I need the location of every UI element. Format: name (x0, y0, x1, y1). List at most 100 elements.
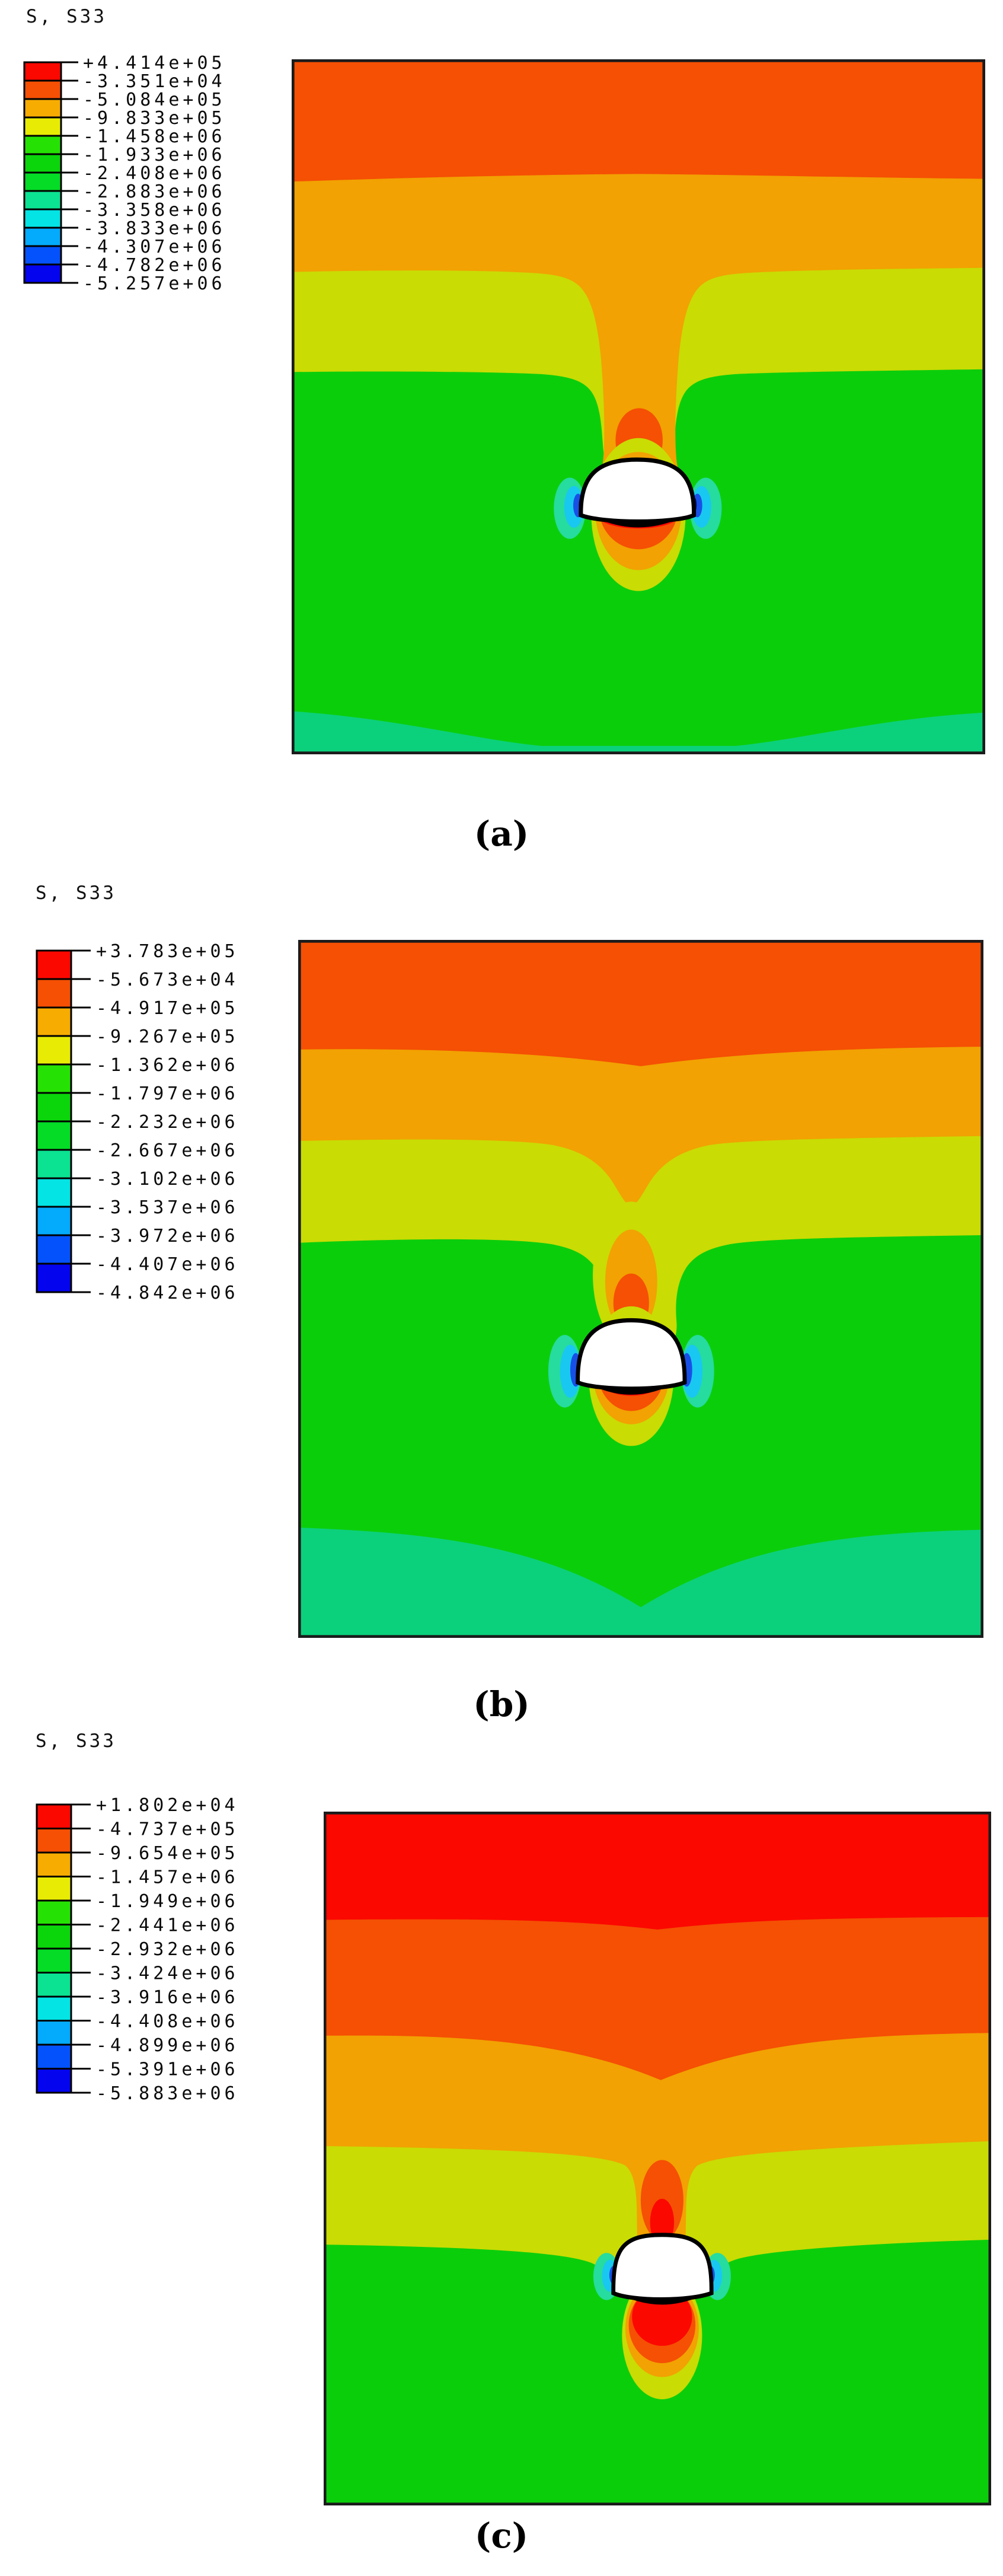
plot-border (292, 59, 985, 754)
legend-chip (23, 171, 62, 192)
legend-value: -1.797e+06 (96, 1083, 239, 1104)
plot-border (324, 1812, 991, 2505)
legend-value: -1.949e+06 (96, 1891, 239, 1912)
legend-value: -2.883e+06 (83, 181, 226, 202)
legend-chip (36, 2043, 72, 2070)
legend-value: -4.737e+05 (96, 1819, 239, 1840)
legend-value: -2.232e+06 (96, 1112, 239, 1133)
legend-value: +3.783e+05 (96, 941, 239, 962)
legend-chip (36, 1828, 72, 1854)
legend-value: +1.802e+04 (96, 1795, 239, 1816)
field-output-title-c: S, S33 (36, 1730, 116, 1752)
legend-chip (23, 61, 62, 82)
legend-chip (36, 2020, 72, 2046)
orange-top-band (298, 940, 983, 1067)
seafoam-bottom-band (292, 711, 985, 754)
legend-chip (36, 1120, 72, 1151)
legend-chip (36, 1206, 72, 1236)
legend-value: -3.833e+06 (83, 218, 226, 239)
legend-value: -1.933e+06 (83, 145, 226, 165)
legend-value: -4.407e+06 (96, 1254, 239, 1275)
legend-value: -4.899e+06 (96, 2035, 239, 2056)
legend-c-values: +1.802e+04 -4.737e+05 -9.654e+05 -1.457e… (96, 1795, 239, 2104)
legend-value: -2.667e+06 (96, 1140, 239, 1161)
legend-value: -3.537e+06 (96, 1197, 239, 1218)
legend-value: -3.916e+06 (96, 1987, 239, 2008)
field-output-title-b: S, S33 (36, 882, 116, 904)
legend-a-colorbar (23, 61, 78, 284)
legend-chip (36, 1006, 72, 1037)
legend-chip (36, 1899, 72, 1925)
legend-chip (23, 98, 62, 119)
tunnel-opening (579, 457, 697, 524)
orange-top-band (292, 59, 985, 182)
legend-c-colorbar (36, 1803, 91, 2094)
legend-b-colorbar (36, 949, 91, 1293)
legend-chip (36, 1995, 72, 2022)
legend-chip (36, 1092, 72, 1123)
tunnel-opening (576, 1318, 687, 1391)
legend-chip (36, 1263, 72, 1293)
legend-value: -3.972e+06 (96, 1226, 239, 1246)
legend-chip (36, 1035, 72, 1066)
legend-value: +4.414e+05 (83, 53, 226, 74)
legend-chip (23, 263, 62, 284)
field-output-title-a: S, S33 (26, 6, 107, 27)
caption-a: (a) (474, 814, 529, 854)
legend-chip (23, 116, 62, 137)
legend-chip (36, 978, 72, 1009)
caption-c: (c) (474, 2516, 529, 2556)
legend-chip (36, 1063, 72, 1094)
legend-chip (36, 1876, 72, 1902)
legend-chip (36, 949, 72, 980)
legend-value: -5.673e+04 (96, 970, 239, 990)
legend-value: -4.842e+06 (96, 1283, 239, 1303)
legend-c: +1.802e+04 -4.737e+05 -9.654e+05 -1.457e… (36, 1795, 239, 2104)
legend-chip (36, 1177, 72, 1208)
plot-border (298, 940, 983, 1638)
legend-a: +4.414e+05 -3.351e+04 -5.084e+05 -9.833e… (23, 53, 226, 294)
legend-chip (36, 1803, 72, 1829)
contour-plot-c (324, 1812, 991, 2505)
legend-chip (23, 190, 62, 211)
legend-value: -9.833e+05 (83, 108, 226, 129)
legend-chip (36, 1947, 72, 1974)
legend-chip (23, 135, 62, 155)
caption-b: (b) (473, 1684, 530, 1724)
legend-b: +3.783e+05 -5.673e+04 -4.917e+05 -9.267e… (36, 941, 239, 1303)
legend-chip (23, 153, 62, 174)
legend-chip (36, 1972, 72, 1998)
legend-chip (23, 227, 62, 247)
legend-chip (23, 79, 62, 100)
legend-b-values: +3.783e+05 -5.673e+04 -4.917e+05 -9.267e… (96, 941, 239, 1303)
legend-ticks (71, 1803, 91, 2094)
contour-plot-b (298, 940, 983, 1638)
legend-value: -2.441e+06 (96, 1915, 239, 1936)
legend-chip (36, 1149, 72, 1179)
legend-value: -2.932e+06 (96, 1939, 239, 1960)
legend-chip (36, 1234, 72, 1265)
legend-value: -9.267e+05 (96, 1026, 239, 1047)
legend-value: -3.351e+04 (83, 71, 226, 92)
legend-value: -1.362e+06 (96, 1055, 239, 1076)
legend-value: -5.883e+06 (96, 2083, 239, 2104)
legend-value: -3.102e+06 (96, 1169, 239, 1190)
legend-value: -5.257e+06 (83, 273, 226, 294)
legend-value: -4.782e+06 (83, 255, 226, 276)
legend-value: -4.307e+06 (83, 237, 226, 257)
contour-plot-a (292, 59, 985, 754)
legend-value: -2.408e+06 (83, 163, 226, 184)
legend-value: -5.084e+05 (83, 90, 226, 110)
legend-chip (23, 245, 62, 266)
legend-value: -3.424e+06 (96, 1963, 239, 1984)
legend-value: -1.457e+06 (96, 1867, 239, 1888)
red-top-band (324, 1812, 991, 1930)
legend-value: -4.408e+06 (96, 2011, 239, 2032)
legend-value: -3.358e+06 (83, 200, 226, 221)
legend-value: -4.917e+05 (96, 998, 239, 1019)
legend-chip (36, 2068, 72, 2094)
legend-ticks (61, 61, 78, 284)
tunnel-opening (611, 2233, 714, 2302)
legend-chip (36, 1924, 72, 1950)
legend-ticks (71, 949, 91, 1293)
